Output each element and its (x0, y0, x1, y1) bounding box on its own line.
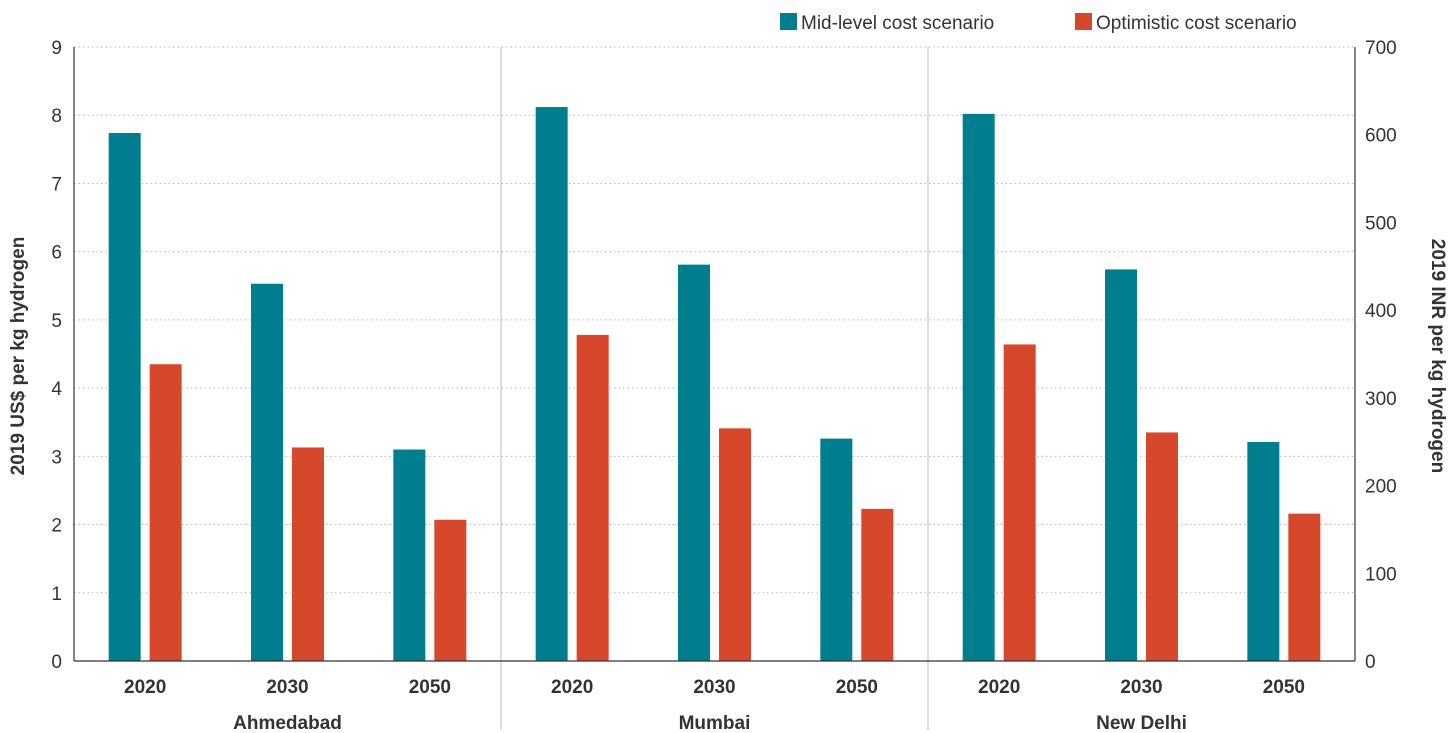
y2-axis-title: 2019 INR per kg hydrogen (1427, 239, 1448, 473)
y2-tick-label: 400 (1365, 301, 1397, 322)
bar-optimistic-mumbai-2030 (719, 428, 751, 661)
y-tick-label: 7 (51, 174, 62, 195)
legend-label-mid: Mid-level cost scenario (801, 13, 994, 34)
x-tick-label: 2050 (836, 677, 878, 698)
y2-tick-label: 0 (1365, 652, 1376, 673)
x-tick-label: 2020 (978, 677, 1020, 698)
legend-label-optimistic: Optimistic cost scenario (1096, 13, 1297, 34)
legend-swatch-optimistic (1075, 13, 1092, 30)
x-tick-label: 2050 (409, 677, 451, 698)
bar-mid-level-new-delhi-2030 (1105, 269, 1137, 661)
x-tick-label: 2050 (1263, 677, 1305, 698)
y2-tick-label: 100 (1365, 564, 1397, 585)
bar-optimistic-ahmedabad-2030 (292, 447, 324, 661)
bar-mid-level-ahmedabad-2050 (393, 449, 426, 661)
bar-optimistic-ahmedabad-2020 (149, 364, 182, 661)
y-tick-label: 4 (51, 379, 62, 400)
bar-mid-level-mumbai-2030 (678, 264, 710, 661)
x-tick-label: 2020 (124, 677, 166, 698)
bar-mid-level-ahmedabad-2020 (108, 132, 141, 661)
y-tick-label: 6 (51, 243, 62, 264)
y-tick-label: 9 (51, 38, 62, 59)
y-tick-label: 5 (51, 311, 62, 332)
x-tick-label: 2030 (693, 677, 735, 698)
bar-optimistic-new-delhi-2020 (1003, 344, 1036, 661)
y-tick-label: 3 (51, 447, 62, 468)
x-tick-label: 2020 (551, 677, 593, 698)
y2-tick-label: 200 (1365, 477, 1397, 498)
bar-optimistic-ahmedabad-2050 (434, 519, 467, 661)
y-axis-title: 2019 US$ per kg hydrogen (8, 237, 29, 476)
bar-mid-level-ahmedabad-2030 (251, 283, 283, 661)
bars (108, 107, 1321, 662)
group-label: New Delhi (1096, 713, 1187, 733)
y2-tick-label: 300 (1365, 389, 1397, 410)
axes (73, 47, 1356, 662)
labels: 0 1 2 3 4 5 6 7 8 9 0 100 200 300 400 500 600 700 2020 2030… (51, 38, 1396, 733)
bar-mid-level-new-delhi-2020 (962, 113, 995, 661)
y-tick-label: 0 (51, 652, 62, 673)
bar-mid-level-mumbai-2050 (820, 438, 853, 661)
bar-optimistic-mumbai-2050 (861, 508, 894, 661)
bar-mid-level-new-delhi-2050 (1247, 442, 1280, 661)
group-separators (500, 47, 929, 730)
bar-optimistic-mumbai-2020 (576, 334, 609, 661)
bar-mid-level-mumbai-2020 (535, 107, 568, 662)
y2-tick-label: 600 (1365, 126, 1397, 147)
y-tick-label: 8 (51, 106, 62, 127)
x-tick-label: 2030 (266, 677, 308, 698)
legend: Mid-level cost scenario Optimistic cost … (780, 13, 1297, 34)
legend-swatch-mid (780, 13, 797, 30)
bar-optimistic-new-delhi-2030 (1146, 432, 1178, 661)
group-label: Mumbai (679, 713, 751, 733)
bar-optimistic-new-delhi-2050 (1288, 513, 1321, 661)
y-tick-label: 1 (51, 584, 62, 605)
y-tick-label: 2 (51, 516, 62, 537)
y2-tick-label: 500 (1365, 213, 1397, 234)
y2-tick-label: 700 (1365, 38, 1397, 59)
group-label: Ahmedabad (233, 713, 342, 733)
x-tick-label: 2030 (1120, 677, 1162, 698)
gridlines (74, 46, 1355, 594)
